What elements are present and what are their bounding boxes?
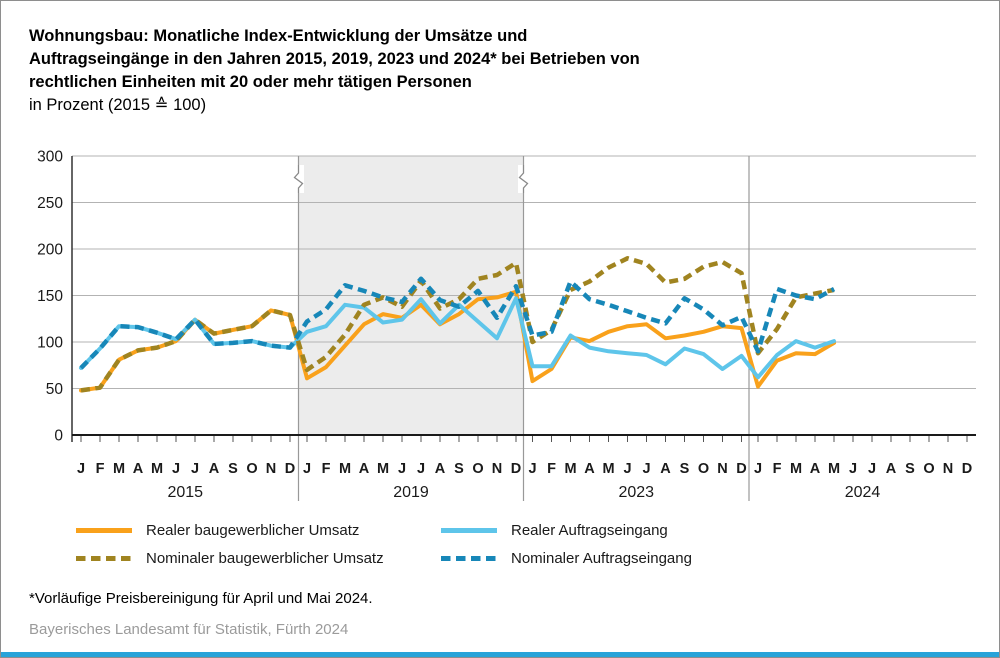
month-label: A bbox=[584, 461, 595, 477]
month-label: N bbox=[492, 461, 502, 477]
y-tick-label: 200 bbox=[37, 242, 63, 259]
month-label: O bbox=[923, 461, 934, 477]
month-label: M bbox=[828, 461, 840, 477]
legend: Realer baugewerblicher Umsatz Realer Auf… bbox=[76, 522, 692, 567]
month-label: J bbox=[191, 461, 199, 477]
month-label: N bbox=[717, 461, 727, 477]
title-unit-line: in Prozent (2015 ≙ 100) bbox=[29, 96, 207, 114]
year-label: 2024 bbox=[845, 484, 881, 501]
series-line-nominaler-baugewerblicher-umsatz bbox=[80, 256, 835, 393]
month-label: M bbox=[339, 461, 351, 477]
month-label: N bbox=[266, 461, 276, 477]
y-tick-label: 300 bbox=[37, 149, 63, 166]
accent-bottom-bar bbox=[1, 652, 999, 657]
month-label: D bbox=[285, 461, 295, 477]
footnote: *Vorläufige Preisbereinigung für April u… bbox=[29, 590, 373, 607]
month-label: J bbox=[528, 461, 536, 477]
legend-label: Realer Auftragseingang bbox=[511, 522, 668, 539]
month-label: F bbox=[322, 461, 331, 477]
title-line-1: Wohnungsbau: Monatliche Index-Entwicklun… bbox=[29, 27, 528, 45]
y-tick-label: 0 bbox=[54, 428, 63, 445]
month-label: S bbox=[228, 461, 238, 477]
month-label: J bbox=[642, 461, 650, 477]
legend-label: Realer baugewerblicher Umsatz bbox=[146, 522, 360, 539]
month-label: J bbox=[398, 461, 406, 477]
axis-break-zigzag-icon bbox=[293, 165, 304, 193]
month-label: M bbox=[113, 461, 125, 477]
y-tick-label: 50 bbox=[46, 381, 64, 398]
month-label: A bbox=[359, 461, 370, 477]
chart-title: Wohnungsbau: Monatliche Index-Entwicklun… bbox=[29, 25, 640, 117]
year-label: 2019 bbox=[393, 484, 429, 501]
month-label: A bbox=[810, 461, 821, 477]
axis-break-mask bbox=[518, 165, 529, 193]
month-label: O bbox=[246, 461, 257, 477]
month-label: D bbox=[962, 461, 972, 477]
month-label: A bbox=[209, 461, 220, 477]
legend-item-realer-umsatz: Realer baugewerblicher Umsatz bbox=[76, 522, 441, 539]
month-label: J bbox=[417, 461, 425, 477]
legend-item-realer-auftragseingang: Realer Auftragseingang bbox=[441, 522, 692, 539]
month-label: M bbox=[564, 461, 576, 477]
legend-swatch-solid-orange-icon bbox=[76, 528, 132, 533]
legend-label: Nominaler baugewerblicher Umsatz bbox=[146, 550, 384, 567]
month-label: S bbox=[680, 461, 690, 477]
month-label: D bbox=[736, 461, 746, 477]
series-line-realer-baugewerblicher-umsatz bbox=[79, 289, 836, 393]
month-label: A bbox=[435, 461, 446, 477]
month-label: M bbox=[790, 461, 802, 477]
legend-swatch-dashed-gold-icon bbox=[76, 556, 132, 561]
series-line-nominaler-auftragseingang bbox=[79, 276, 836, 370]
month-label: M bbox=[602, 461, 614, 477]
source-credit: Bayerisches Landesamt für Statistik, Für… bbox=[29, 621, 349, 638]
month-label: J bbox=[754, 461, 762, 477]
month-label: J bbox=[868, 461, 876, 477]
year-label: 2015 bbox=[167, 484, 203, 501]
title-line-3: rechtlichen Einheiten mit 20 oder mehr t… bbox=[29, 73, 472, 91]
year-label: 2023 bbox=[618, 484, 654, 501]
month-label: A bbox=[660, 461, 671, 477]
month-label: F bbox=[547, 461, 556, 477]
month-label: J bbox=[77, 461, 85, 477]
legend-item-nominaler-umsatz: Nominaler baugewerblicher Umsatz bbox=[76, 550, 441, 567]
month-label: O bbox=[698, 461, 709, 477]
legend-label: Nominaler Auftragseingang bbox=[511, 550, 692, 567]
month-label: A bbox=[133, 461, 144, 477]
legend-item-nominaler-auftragseingang: Nominaler Auftragseingang bbox=[441, 550, 692, 567]
month-label: O bbox=[472, 461, 483, 477]
month-label: J bbox=[849, 461, 857, 477]
month-label: M bbox=[151, 461, 163, 477]
legend-swatch-dashed-darkblue-icon bbox=[441, 556, 497, 561]
legend-swatch-solid-blue-icon bbox=[441, 528, 497, 533]
axis-break-zigzag-icon bbox=[518, 165, 529, 193]
month-label: A bbox=[886, 461, 897, 477]
month-label: S bbox=[905, 461, 915, 477]
month-label: F bbox=[773, 461, 782, 477]
title-line-2: Auftragseingänge in den Jahren 2015, 201… bbox=[29, 50, 640, 68]
y-tick-label: 250 bbox=[37, 195, 63, 212]
month-label: J bbox=[303, 461, 311, 477]
month-label: N bbox=[943, 461, 953, 477]
month-label: S bbox=[454, 461, 464, 477]
y-tick-label: 150 bbox=[37, 288, 63, 305]
month-label: M bbox=[377, 461, 389, 477]
month-label: D bbox=[511, 461, 521, 477]
month-label: J bbox=[172, 461, 180, 477]
month-label: F bbox=[96, 461, 105, 477]
y-tick-label: 100 bbox=[37, 335, 63, 352]
month-label: J bbox=[623, 461, 631, 477]
axis-break-mask bbox=[293, 165, 304, 193]
